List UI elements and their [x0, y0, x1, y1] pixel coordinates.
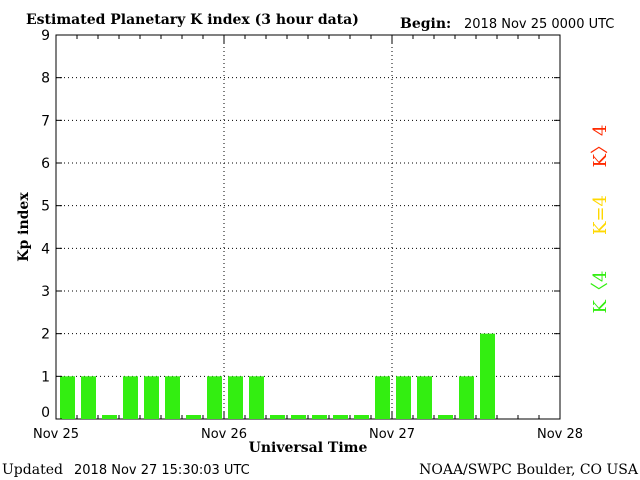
y-axis-title: Kp index	[16, 192, 32, 262]
kp-bar	[249, 376, 264, 419]
y-tick-label: 1	[41, 369, 50, 385]
kp-bar	[417, 376, 432, 419]
source-credit: NOAA/SWPC Boulder, CO USA	[419, 462, 639, 478]
x-tick-label: Nov 27	[369, 427, 415, 442]
kp-bar	[375, 376, 390, 419]
legend-k-less-than-4: K〈4	[590, 271, 611, 314]
kp-bar	[207, 376, 222, 419]
kp-bar	[102, 415, 117, 419]
chart-title: Estimated Planetary K index (3 hour data…	[26, 12, 359, 28]
legend-k-greater-than-4: K〉4	[590, 125, 611, 168]
kp-bar	[312, 415, 327, 419]
kp-bar	[270, 415, 285, 419]
legend-k-equals-4: K=4	[590, 195, 611, 235]
y-tick-label: 5	[41, 199, 50, 215]
kp-bar	[480, 333, 495, 419]
updated-label: Updated	[2, 462, 63, 478]
y-tick-label: 6	[41, 156, 50, 172]
kp-bar	[333, 415, 348, 419]
kp-bar	[396, 376, 411, 419]
x-axis-title: Universal Time	[249, 440, 368, 456]
y-tick-label: 9	[41, 28, 50, 44]
kp-bar	[81, 376, 96, 419]
kp-bar	[438, 415, 453, 419]
kp-bar	[144, 376, 159, 419]
x-tick-label: Nov 25	[33, 427, 79, 442]
y-tick-label: 3	[41, 284, 50, 300]
kp-bar	[228, 376, 243, 419]
begin-label: Begin:	[400, 16, 451, 32]
x-tick-label: Nov 28	[537, 427, 583, 442]
kp-bar	[459, 376, 474, 419]
y-tick-label: 2	[41, 327, 50, 343]
x-tick-label: Nov 26	[201, 427, 247, 442]
y-tick-label: 8	[41, 71, 50, 87]
kp-bar	[123, 376, 138, 419]
updated-value: 2018 Nov 27 15:30:03 UTC	[74, 463, 250, 478]
begin-value: 2018 Nov 25 0000 UTC	[464, 17, 614, 32]
kp-bar	[354, 415, 369, 419]
grid-lines	[56, 35, 560, 419]
y-tick-label: 7	[41, 113, 50, 129]
y-tick-label: 0	[41, 405, 50, 421]
kp-bar	[186, 415, 201, 419]
bar-series	[60, 333, 495, 419]
x-tick-labels: Nov 25 Nov 26 Nov 27 Nov 28	[33, 427, 583, 442]
kp-bar	[60, 376, 75, 419]
axis-ticks	[56, 34, 560, 420]
y-tick-labels: 0 1 2 3 4 5 6 7 8 9	[41, 28, 50, 421]
kp-bar	[291, 415, 306, 419]
y-tick-label: 4	[41, 241, 50, 257]
kp-bar	[165, 376, 180, 419]
